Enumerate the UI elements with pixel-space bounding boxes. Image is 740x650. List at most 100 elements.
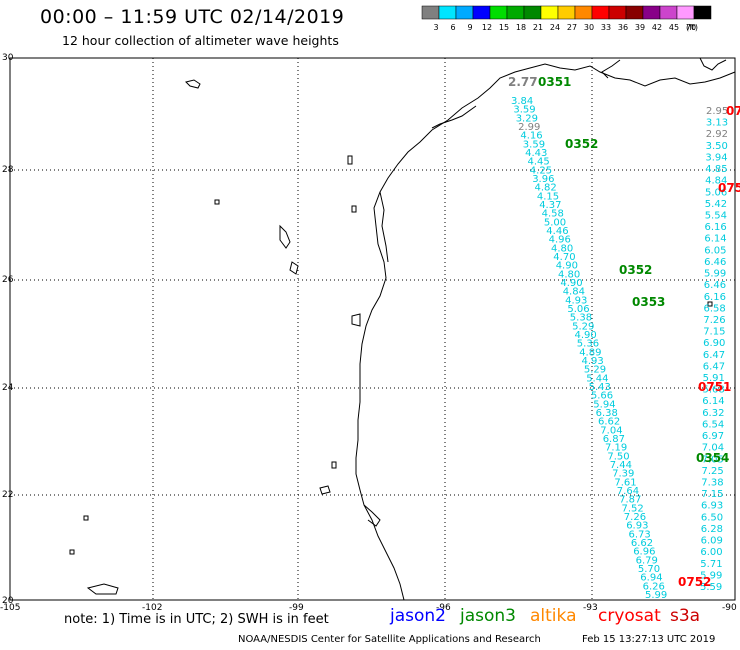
- pass-id-tag: 0352: [619, 263, 652, 277]
- swh-value: 7.19: [605, 443, 627, 454]
- lat-tick-24: 24: [2, 383, 14, 393]
- swh-value: 4.84: [705, 176, 727, 187]
- swh-value: 4.25: [530, 165, 552, 176]
- swh-value: 6.62: [598, 417, 620, 428]
- color-scale-label: (ft): [686, 23, 698, 32]
- swh-value: 5.43: [589, 382, 611, 393]
- swh-value: 5.59: [700, 582, 722, 593]
- swh-value: 7.04: [600, 425, 622, 436]
- swh-value: 6.32: [702, 408, 724, 419]
- swh-value: 4.58: [542, 209, 564, 220]
- color-scale-label: 45: [669, 23, 679, 32]
- swh-value: 6.16: [704, 292, 726, 303]
- swh-value: 4.85: [705, 164, 727, 175]
- map-title: 00:00 – 11:59 UTC 02/14/2019: [40, 6, 345, 28]
- swh-value: 6.46: [704, 280, 726, 291]
- swh-value: 7.52: [622, 503, 644, 514]
- lon-tick-90: -90: [722, 603, 737, 613]
- color-scale-label: 24: [550, 23, 560, 32]
- swh-value: 3.94: [705, 152, 727, 163]
- pass-id-tag: 0353: [632, 295, 665, 309]
- lat-tick-22: 22: [2, 490, 13, 500]
- swh-value: 7.44: [610, 460, 632, 471]
- legend-s3a: s3a: [670, 606, 701, 626]
- swh-value: 7.15: [701, 489, 723, 500]
- swh-value: 5.71: [700, 559, 722, 570]
- lat-tick-26: 26: [2, 275, 14, 285]
- lat-tick-20: 20: [2, 596, 14, 606]
- swh-value: 5.06: [567, 304, 589, 315]
- swh-value: 4.80: [551, 243, 573, 254]
- swh-value: 7.04: [702, 443, 724, 454]
- swh-value: 2.99: [518, 122, 540, 133]
- swh-value: 6.05: [704, 245, 726, 256]
- swh-value: 7.26: [703, 315, 725, 326]
- swh-value: 4.43: [525, 148, 547, 159]
- swh-value: 5.70: [638, 564, 660, 575]
- swh-value: 7.38: [701, 478, 723, 489]
- legend-cryosat: cryosat: [598, 606, 661, 626]
- swh-value: 4.46: [546, 226, 568, 237]
- swh-value: 7.64: [617, 486, 639, 497]
- swh-value: 4.90: [556, 261, 578, 272]
- swh-value: 7.26: [624, 512, 646, 523]
- swh-value: 4.93: [565, 295, 587, 306]
- swh-value: 3.59: [523, 139, 545, 150]
- color-scale-label: 3: [433, 23, 438, 32]
- swh-value: 2.92: [706, 129, 728, 140]
- pass-id-tag: 0751: [698, 380, 731, 394]
- color-scale-label: 9: [467, 23, 472, 32]
- color-scale-label: 36: [618, 23, 628, 32]
- swh-value: 6.93: [701, 501, 723, 512]
- swh-value: 5.44: [586, 373, 608, 384]
- swh-value: 3.13: [706, 118, 728, 129]
- swh-value: 6.00: [700, 547, 722, 558]
- swh-value: 6.47: [703, 350, 725, 361]
- swh-value: 4.96: [549, 235, 571, 246]
- color-scale-label: 6: [450, 23, 455, 32]
- pass-id-tag: 0352: [565, 137, 598, 151]
- swh-value: 7.61: [614, 477, 636, 488]
- track-east-labels: 2.953.132.923.503.944.854.845.065.425.54…: [700, 106, 728, 593]
- grid-lines: [10, 58, 735, 600]
- lat-tick-30: 30: [2, 53, 14, 63]
- legend-jason2: jason2: [390, 606, 446, 626]
- swh-value: 5.99: [645, 590, 667, 601]
- swh-value: 7.87: [619, 495, 641, 506]
- swh-value: 6.58: [704, 303, 726, 314]
- swh-value: 7.05: [702, 454, 724, 465]
- swh-value: 3.59: [513, 105, 535, 116]
- swh-value: 7.39: [612, 469, 634, 480]
- color-scale-label: 33: [601, 23, 611, 32]
- footer-timestamp: Feb 15 13:27:13 UTC 2019: [582, 634, 716, 645]
- pass-id-tag: 0751: [726, 104, 740, 118]
- swh-value: 4.89: [579, 347, 601, 358]
- swh-value: 7.50: [607, 451, 629, 462]
- color-scale-label: 21: [533, 23, 543, 32]
- swh-value: 6.28: [701, 524, 723, 535]
- swh-value: 6.16: [705, 222, 727, 233]
- swh-value: 6.09: [701, 536, 723, 547]
- swh-value: 4.93: [582, 356, 604, 367]
- units-note: note: 1) Time is in UTC; 2) SWH is in fe…: [64, 612, 329, 627]
- swh-value: 6.97: [702, 431, 724, 442]
- lon-tick-99: -99: [289, 603, 304, 613]
- color-scale-label: 39: [635, 23, 645, 32]
- map-frame: [9, 57, 736, 601]
- swh-value: 6.87: [603, 434, 625, 445]
- color-scale-label: 12: [482, 23, 492, 32]
- lon-tick-102: -102: [142, 603, 162, 613]
- swh-value: 4.45: [528, 157, 550, 168]
- pass-id-tag: 0351: [538, 75, 571, 89]
- legend-jason3: jason3: [460, 606, 516, 626]
- swh-value: 6.90: [703, 338, 725, 349]
- swh-value: 6.50: [701, 512, 723, 523]
- swh-value: 5.38: [570, 313, 592, 324]
- coastline: [69, 57, 736, 601]
- swh-value: 5.36: [577, 339, 599, 350]
- pass-id-tag: 0751: [718, 181, 740, 195]
- pass-id-tag: 2.77: [508, 75, 538, 89]
- swh-value: 4.15: [537, 191, 559, 202]
- swh-value: 3.96: [532, 174, 554, 185]
